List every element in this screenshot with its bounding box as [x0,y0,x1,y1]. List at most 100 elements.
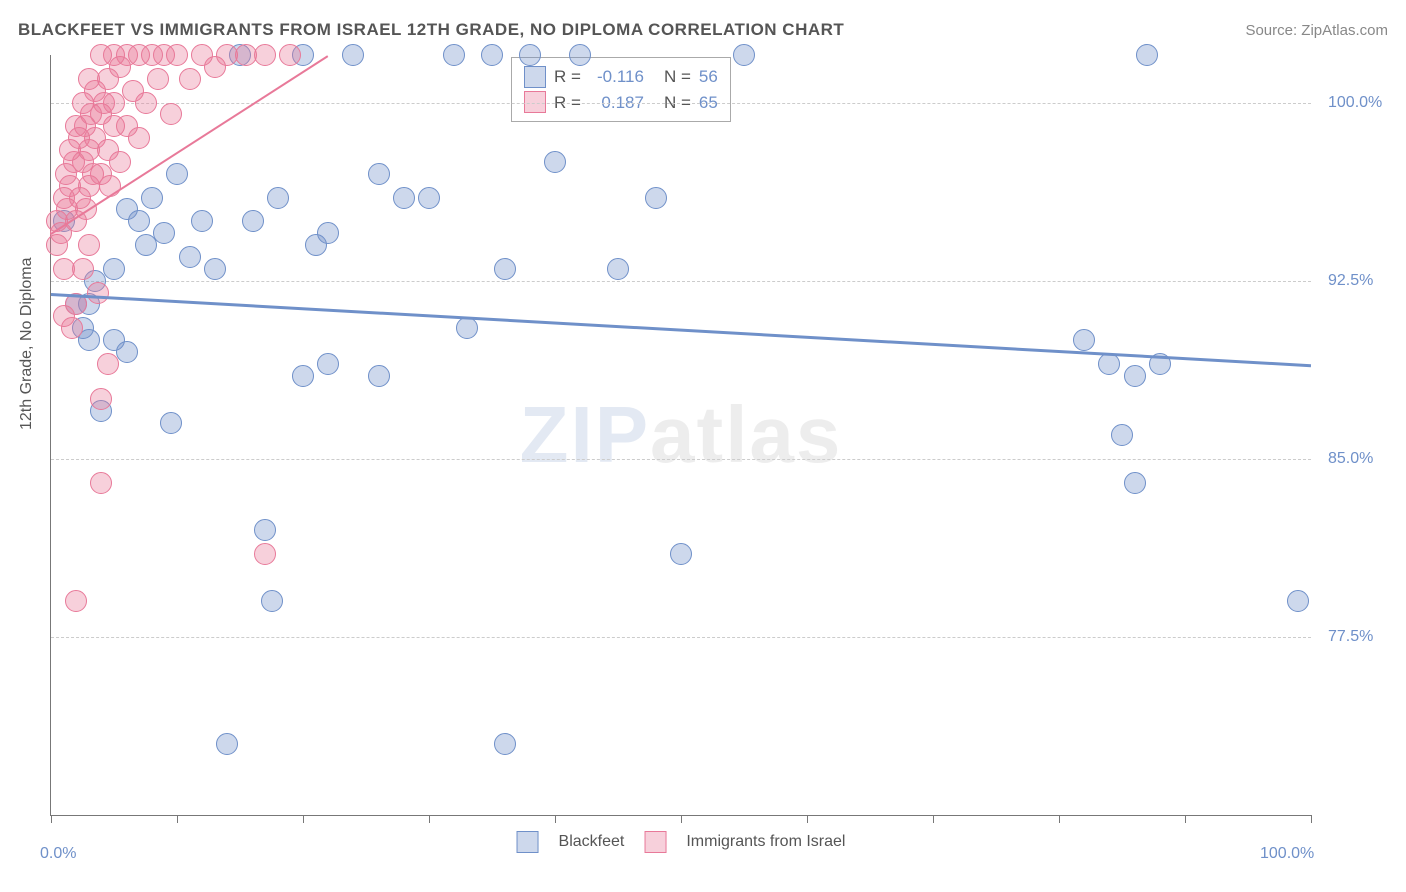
correlation-legend: R =-0.116N =56R =0.187N =65 [511,57,731,122]
data-point [1124,472,1146,494]
x-tick [177,815,178,823]
gridline [51,459,1311,460]
data-point [317,222,339,244]
data-point [135,92,157,114]
data-point [670,543,692,565]
data-point [254,543,276,565]
watermark: ZIPatlas [520,389,843,481]
data-point [90,388,112,410]
data-point [103,92,125,114]
y-tick-label: 85.0% [1328,450,1394,468]
data-point [254,44,276,66]
scatter-plot: ZIPatlas R =-0.116N =56R =0.187N =65 Bla… [50,55,1311,816]
data-point [103,258,125,280]
data-point [191,210,213,232]
data-point [368,163,390,185]
data-point [292,365,314,387]
data-point [216,733,238,755]
legend-row: R = -0.116 N = 56 [524,64,718,90]
data-point [65,590,87,612]
legend-swatch [644,831,666,853]
data-point [368,365,390,387]
data-point [87,282,109,304]
data-point [141,187,163,209]
data-point [544,151,566,173]
data-point [166,44,188,66]
x-tick-label: 100.0% [1260,845,1314,863]
data-point [519,44,541,66]
series-legend: Blackfeet Immigrants from Israel [517,831,846,853]
chart-title: BLACKFEET VS IMMIGRANTS FROM ISRAEL 12TH… [18,20,844,40]
data-point [135,234,157,256]
data-point [153,222,175,244]
y-tick-label: 77.5% [1328,628,1394,646]
data-point [1073,329,1095,351]
data-point [1136,44,1158,66]
data-point [128,210,150,232]
data-point [147,68,169,90]
x-tick [303,815,304,823]
data-point [116,341,138,363]
data-point [569,44,591,66]
x-tick [1185,815,1186,823]
data-point [166,163,188,185]
data-point [179,246,201,268]
x-tick [933,815,934,823]
data-point [261,590,283,612]
data-point [72,258,94,280]
data-point [418,187,440,209]
gridline [51,103,1311,104]
data-point [645,187,667,209]
data-point [1111,424,1133,446]
x-tick [429,815,430,823]
data-point [267,187,289,209]
data-point [204,258,226,280]
legend-text: R = [554,64,581,90]
x-tick [555,815,556,823]
x-tick [681,815,682,823]
data-point [160,103,182,125]
data-point [494,733,516,755]
source-label: Source: ZipAtlas.com [1245,22,1388,39]
y-axis-label: 12th Grade, No Diploma [18,257,36,430]
data-point [61,317,83,339]
legend-swatch [524,66,546,88]
data-point [1124,365,1146,387]
y-tick-label: 100.0% [1328,94,1394,112]
data-point [1098,353,1120,375]
chart-header: BLACKFEET VS IMMIGRANTS FROM ISRAEL 12TH… [18,20,1388,40]
x-tick [1311,815,1312,823]
data-point [733,44,755,66]
x-tick [1059,815,1060,823]
data-point [494,258,516,280]
data-point [393,187,415,209]
legend-label: Blackfeet [559,833,625,851]
data-point [456,317,478,339]
legend-text: N = [664,64,691,90]
data-point [1287,590,1309,612]
data-point [254,519,276,541]
data-point [78,234,100,256]
data-point [90,472,112,494]
data-point [443,44,465,66]
x-tick [807,815,808,823]
legend-label: Immigrants from Israel [686,833,845,851]
data-point [179,68,201,90]
x-tick-label: 0.0% [40,845,76,863]
legend-value: 56 [699,64,718,90]
legend-swatch [517,831,539,853]
legend-value: -0.116 [589,64,644,90]
y-tick-label: 92.5% [1328,272,1394,290]
gridline [51,281,1311,282]
data-point [128,127,150,149]
data-point [481,44,503,66]
data-point [342,44,364,66]
data-point [279,44,301,66]
x-tick [51,815,52,823]
data-point [160,412,182,434]
data-point [607,258,629,280]
gridline [51,637,1311,638]
data-point [317,353,339,375]
regression-line [51,293,1311,367]
data-point [97,353,119,375]
